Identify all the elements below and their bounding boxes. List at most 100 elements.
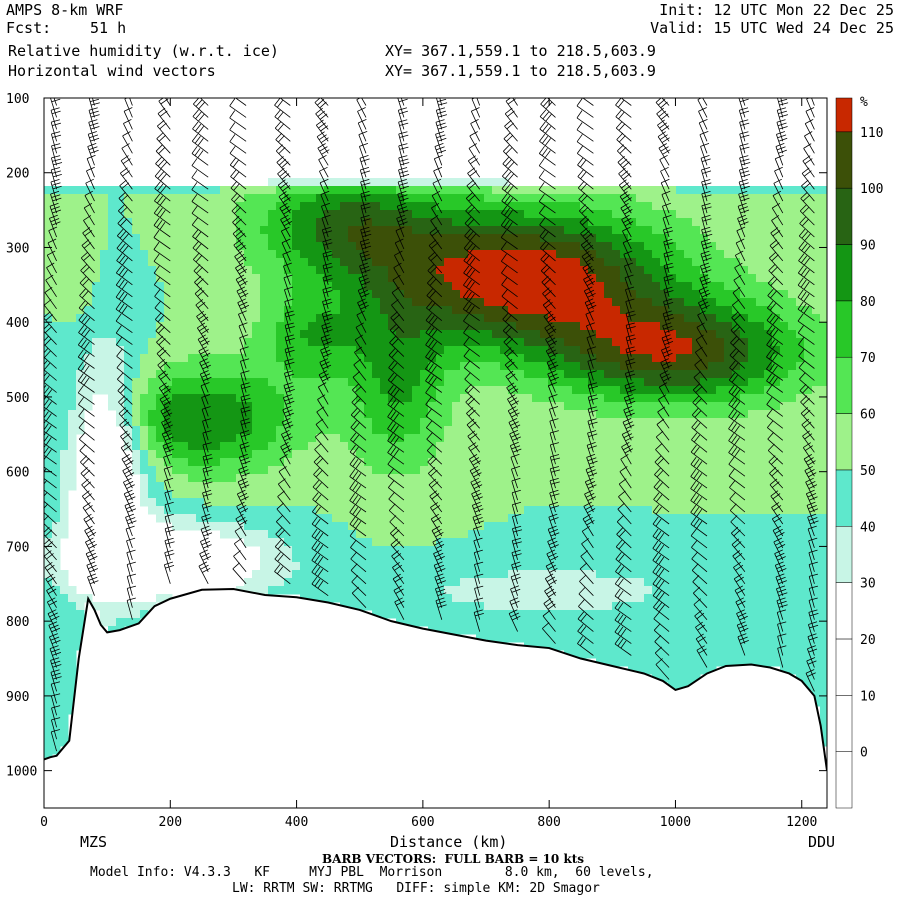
rh-cell <box>452 346 461 355</box>
rh-cell <box>572 418 581 427</box>
rh-cell <box>628 402 637 411</box>
rh-cell <box>68 210 77 219</box>
rh-cell <box>692 458 701 467</box>
rh-cell <box>404 506 413 515</box>
rh-cell <box>508 474 517 483</box>
rh-cell <box>748 338 757 347</box>
rh-cell <box>356 386 365 395</box>
rh-cell <box>580 482 589 491</box>
rh-cell <box>420 410 429 419</box>
rh-cell <box>436 602 445 611</box>
rh-cell <box>428 586 437 595</box>
rh-cell <box>772 546 781 555</box>
rh-cell <box>524 330 533 339</box>
rh-cell <box>44 242 53 251</box>
rh-cell <box>644 634 653 643</box>
rh-cell <box>348 234 357 243</box>
rh-cell <box>764 514 773 523</box>
rh-cell <box>516 226 525 235</box>
rh-cell <box>484 490 493 499</box>
rh-cell <box>348 314 357 323</box>
rh-cell <box>636 250 645 259</box>
rh-cell <box>532 610 541 619</box>
rh-cell <box>740 514 749 523</box>
rh-cell <box>116 242 125 251</box>
rh-cell <box>92 338 101 347</box>
rh-cell <box>180 450 189 459</box>
rh-cell <box>684 610 693 619</box>
rh-cell <box>540 330 549 339</box>
rh-cell <box>788 266 797 275</box>
rh-cell <box>236 474 245 483</box>
rh-cell <box>580 610 589 619</box>
rh-cell <box>92 242 101 251</box>
rh-cell <box>532 322 541 331</box>
rh-cell <box>52 442 61 451</box>
rh-cell <box>532 402 541 411</box>
rh-cell <box>644 466 653 475</box>
rh-cell <box>420 362 429 371</box>
rh-cell <box>348 426 357 435</box>
rh-cell <box>324 178 333 187</box>
rh-cell <box>44 234 53 243</box>
rh-cell <box>268 522 277 531</box>
rh-cell <box>604 610 613 619</box>
rh-cell <box>748 274 757 283</box>
rh-cell <box>260 202 269 211</box>
rh-cell <box>52 458 61 467</box>
rh-cell <box>460 386 469 395</box>
rh-cell <box>148 498 157 507</box>
rh-cell <box>340 442 349 451</box>
rh-cell <box>644 586 653 595</box>
rh-cell <box>444 386 453 395</box>
rh-cell <box>548 434 557 443</box>
rh-cell <box>588 442 597 451</box>
rh-cell <box>692 386 701 395</box>
rh-cell <box>684 658 693 667</box>
rh-cell <box>636 234 645 243</box>
rh-cell <box>644 546 653 555</box>
rh-cell <box>76 186 85 195</box>
rh-cell <box>436 522 445 531</box>
rh-cell <box>620 266 629 275</box>
rh-cell <box>324 554 333 563</box>
rh-cell <box>740 554 749 563</box>
rh-cell <box>212 218 221 227</box>
rh-cell <box>348 562 357 571</box>
rh-cell <box>412 298 421 307</box>
rh-cell <box>260 546 269 555</box>
rh-cell <box>516 602 525 611</box>
rh-cell <box>60 322 69 331</box>
rh-cell <box>684 362 693 371</box>
rh-cell <box>412 538 421 547</box>
rh-cell <box>484 346 493 355</box>
rh-cell <box>684 522 693 531</box>
rh-cell <box>324 458 333 467</box>
rh-cell <box>268 410 277 419</box>
rh-cell <box>308 522 317 531</box>
rh-cell <box>460 482 469 491</box>
rh-cell <box>500 434 509 443</box>
rh-cell <box>220 338 229 347</box>
rh-cell <box>388 474 397 483</box>
rh-cell <box>124 426 133 435</box>
rh-cell <box>364 554 373 563</box>
rh-cell <box>396 370 405 379</box>
rh-cell <box>60 642 69 651</box>
rh-cell <box>772 266 781 275</box>
rh-cell <box>196 410 205 419</box>
rh-cell <box>404 266 413 275</box>
rh-cell <box>452 354 461 363</box>
rh-cell <box>220 458 229 467</box>
rh-cell <box>356 514 365 523</box>
rh-cell <box>44 210 53 219</box>
rh-cell <box>284 202 293 211</box>
rh-cell <box>292 378 301 387</box>
rh-cell <box>52 378 61 387</box>
rh-cell <box>244 402 253 411</box>
rh-cell <box>532 202 541 211</box>
rh-cell <box>660 594 669 603</box>
rh-cell <box>52 546 61 555</box>
rh-cell <box>756 474 765 483</box>
rh-cell <box>484 378 493 387</box>
